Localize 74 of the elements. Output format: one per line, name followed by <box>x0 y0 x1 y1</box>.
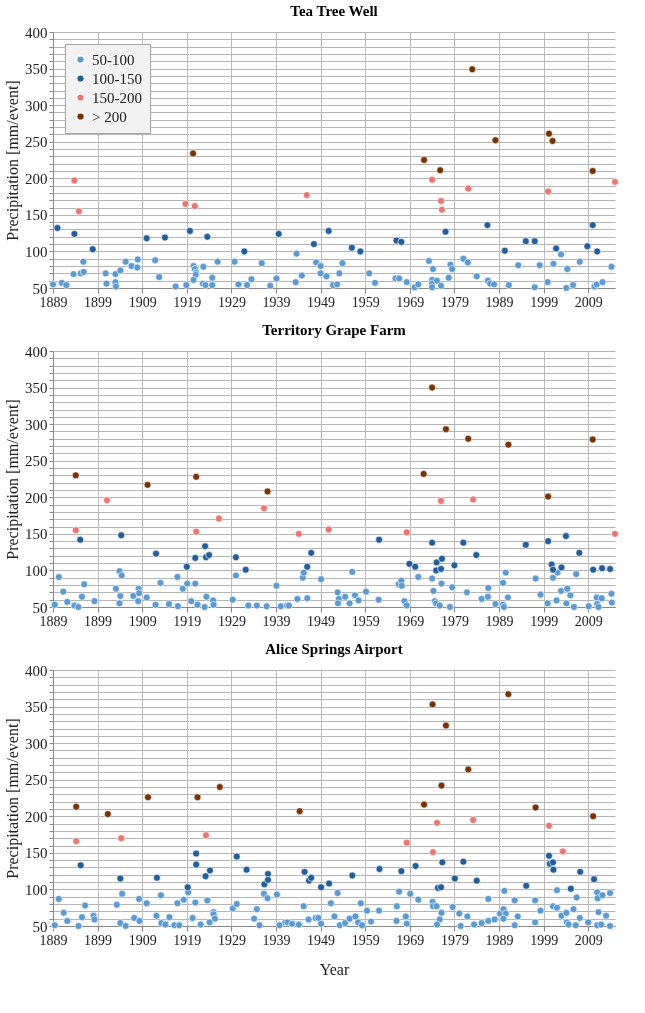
y-tick-label: 350 <box>25 61 48 78</box>
x-tick-label: 1989 <box>485 294 514 310</box>
y-tick-label: 350 <box>25 699 48 716</box>
x-tick-label: 1909 <box>128 613 157 629</box>
y-tick-label: 350 <box>25 380 48 397</box>
y-axis-title: Precipitation [mm/event] <box>4 80 22 241</box>
y-tick-label: 150 <box>25 207 48 224</box>
y-tick-label: 250 <box>25 134 48 151</box>
chart-title: Alice Springs Airport <box>265 641 403 657</box>
y-tick-label: 200 <box>25 489 48 506</box>
x-tick-label: 1989 <box>485 932 514 948</box>
x-tick-label: 1969 <box>396 294 425 310</box>
y-tick-label: 50 <box>32 918 48 935</box>
legend-label: 100-150 <box>92 70 142 87</box>
x-tick-label: 1979 <box>440 613 469 629</box>
y-tick-label: 250 <box>25 772 48 789</box>
x-tick-label: 1949 <box>307 294 336 310</box>
x-tick-label: 1929 <box>217 932 246 948</box>
y-tick-label: 200 <box>25 808 48 825</box>
legend-label: > 200 <box>92 108 127 125</box>
x-tick-label: 1959 <box>351 613 380 629</box>
y-tick-label: 400 <box>25 662 48 679</box>
x-tick-label: 1959 <box>351 294 380 310</box>
legend-label: 150-200 <box>92 89 142 106</box>
chart-title: Territory Grape Farm <box>262 322 407 338</box>
x-tick-label: 1899 <box>84 294 113 310</box>
y-axis-title: Precipitation [mm/event] <box>4 399 22 560</box>
y-tick-label: 100 <box>25 562 48 579</box>
x-tick-label: 1989 <box>485 613 514 629</box>
y-tick-label: 300 <box>25 416 48 433</box>
x-tick-label: 1969 <box>396 932 425 948</box>
x-tick-label: 2009 <box>574 294 603 310</box>
x-tick-label: 1979 <box>440 294 469 310</box>
legend-label: 50-100 <box>92 51 135 68</box>
x-tick-label: 1909 <box>128 294 157 310</box>
x-tick-label: 1949 <box>307 613 336 629</box>
x-tick-label: 1979 <box>440 932 469 948</box>
x-tick-label: 1999 <box>530 294 559 310</box>
x-tick-label: 1999 <box>530 932 559 948</box>
x-tick-label: 1939 <box>262 932 291 948</box>
y-tick-label: 400 <box>25 24 48 41</box>
chart-title: Tea Tree Well <box>290 3 378 19</box>
x-tick-label: 1889 <box>39 932 68 948</box>
y-tick-label: 50 <box>32 280 48 297</box>
x-tick-label: 1949 <box>307 932 336 948</box>
x-tick-label: 1919 <box>173 932 202 948</box>
y-tick-label: 300 <box>25 97 48 114</box>
x-tick-label: 1939 <box>262 613 291 629</box>
y-tick-label: 300 <box>25 735 48 752</box>
x-tick-label: 1919 <box>173 613 202 629</box>
x-tick-label: 1959 <box>351 932 380 948</box>
y-axis-title: Precipitation [mm/event] <box>4 718 22 879</box>
x-tick-label: 1999 <box>530 613 559 629</box>
x-tick-label: 2009 <box>574 932 603 948</box>
x-tick-label: 1909 <box>128 932 157 948</box>
y-tick-label: 100 <box>25 881 48 898</box>
x-tick-label: 1939 <box>262 294 291 310</box>
y-tick-label: 250 <box>25 453 48 470</box>
y-tick-label: 50 <box>32 599 48 616</box>
y-tick-label: 200 <box>25 170 48 187</box>
x-tick-label: 1889 <box>39 613 68 629</box>
x-tick-label: 1919 <box>173 294 202 310</box>
y-tick-label: 400 <box>25 343 48 360</box>
x-tick-label: 1899 <box>84 613 113 629</box>
y-tick-label: 150 <box>25 845 48 862</box>
x-tick-label: 1929 <box>217 613 246 629</box>
x-tick-label: 1929 <box>217 294 246 310</box>
x-axis-title: Year <box>319 960 350 978</box>
y-tick-label: 100 <box>25 243 48 260</box>
x-tick-label: 1889 <box>39 294 68 310</box>
x-tick-label: 1899 <box>84 932 113 948</box>
y-tick-label: 150 <box>25 526 48 543</box>
x-tick-label: 1969 <box>396 613 425 629</box>
x-tick-label: 2009 <box>574 613 603 629</box>
